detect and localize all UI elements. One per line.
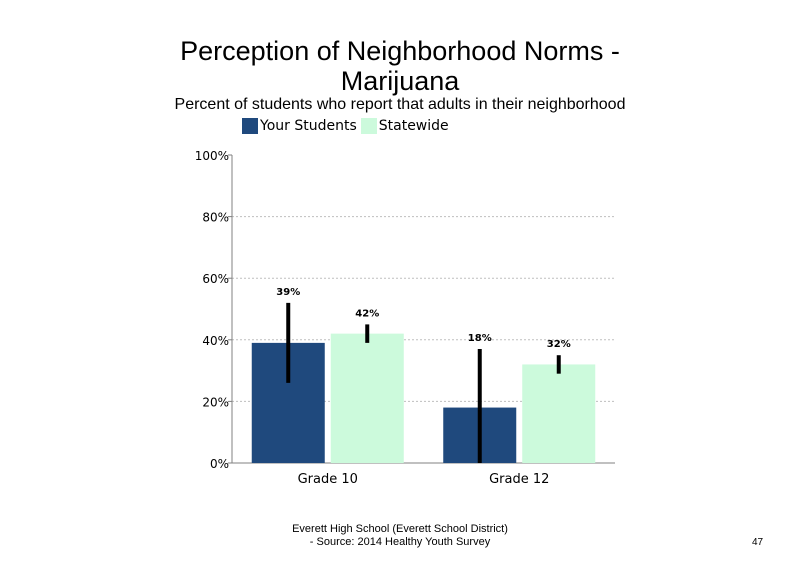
chart-title-line2: Marijuana [340,66,460,96]
y-tick-label: 80% [202,211,229,225]
y-tick-label: 40% [202,334,229,348]
bar [522,364,596,463]
y-tick-label: 0% [210,457,229,471]
footer-survey-source: - Source: 2014 Healthy Youth Survey [309,536,491,548]
footer-school: Everett High School (Everett School Dist… [292,523,508,535]
legend-swatch-your-students [242,118,258,134]
legend-label-statewide: Statewide [378,118,449,134]
data-label: 42% [355,308,379,319]
data-label: 18% [468,333,492,344]
chart-title-line1: Perception of Neighborhood Norms - [180,36,620,66]
chart-legend: Your Students Statewide [242,118,453,134]
chart-subtitle: Percent of students who report that adul… [174,96,626,113]
chart-title: Perception of Neighborhood Norms - Marij… [100,36,700,96]
y-tick-label: 20% [202,395,229,409]
y-tick-label: 60% [202,272,229,286]
legend-swatch-statewide [360,118,377,134]
y-tick-label: 100% [195,149,229,163]
page-number: 47 [752,537,764,548]
legend-item-your-students: Your Students [242,118,357,134]
legend-item-statewide: Statewide [360,118,449,134]
bar [330,333,404,463]
data-label: 39% [276,287,300,298]
footer-source: Everett High School (Everett School Dist… [250,523,550,549]
x-tick-label: Grade 12 [489,472,549,487]
data-label: 32% [547,339,571,350]
legend-label-your-students: Your Students [260,118,357,134]
x-tick-label: Grade 10 [298,472,358,487]
